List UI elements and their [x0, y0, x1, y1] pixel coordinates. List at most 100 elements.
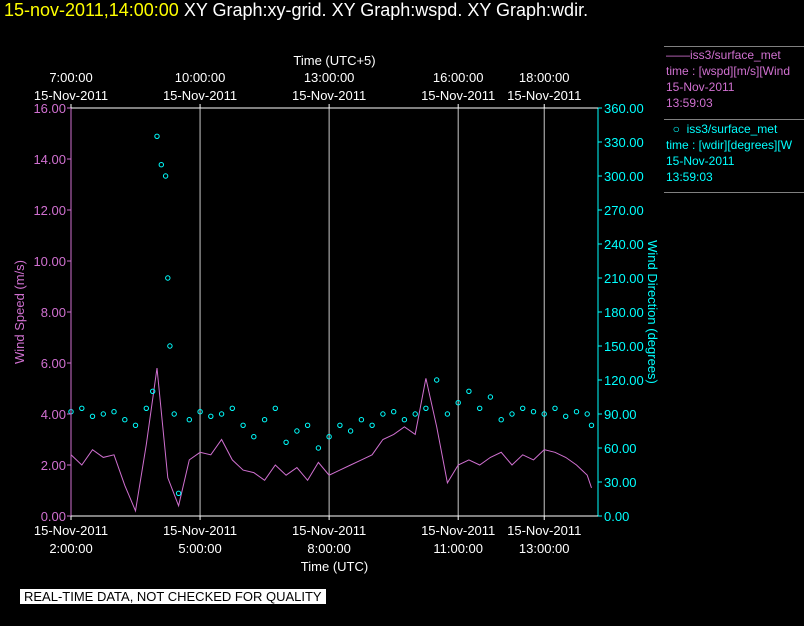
timestamp: 15-nov-2011,14:00:00	[4, 0, 179, 20]
legend-wind-direction[interactable]: ○ iss3/surface_met time : [wdir][degrees…	[666, 121, 804, 185]
wind-direction-point	[111, 409, 117, 415]
wind-direction-point	[100, 411, 107, 417]
wind-direction-point	[143, 405, 150, 411]
wind-speed-series	[70, 368, 592, 513]
grid	[199, 108, 545, 516]
wind-direction-point	[171, 411, 177, 417]
y-right-axis-label: Wind Direction (degrees)	[645, 240, 660, 384]
wind-direction-point	[455, 400, 461, 406]
wind-direction-point	[588, 422, 595, 428]
x-bottom-tick-time: 11:00:00	[433, 541, 483, 556]
x-bottom-tick-time: 13:00:00	[519, 541, 570, 556]
wind-direction-point	[150, 388, 156, 394]
y-right-tick-label: 60.00	[604, 441, 637, 456]
wind-direction-point	[466, 388, 472, 394]
wind-direction-point	[369, 422, 375, 428]
x-bottom-tick-time: 8:00:00	[307, 541, 350, 556]
y-left-axis-label: Wind Speed (m/s)	[12, 260, 27, 364]
wind-direction-point	[401, 417, 408, 423]
y-right-tick-label: 300.00	[604, 169, 644, 184]
legend-wind-direction-variable: time : [wdir][degrees][W	[666, 138, 793, 152]
x-top-tick-time: 16:00:00	[433, 70, 484, 85]
wind-direction-point	[391, 409, 397, 415]
y-left-tick-label: 6.00	[41, 356, 66, 371]
wind-direction-point	[79, 405, 85, 411]
wind-direction-point	[315, 445, 322, 451]
wind-direction-point	[261, 417, 268, 423]
legend-wind-speed-variable: time : [wspd][m/s][Wind	[666, 64, 791, 78]
wind-direction-point	[487, 394, 494, 400]
y-right-tick-label: 0.00	[604, 509, 629, 524]
x-bottom-tick-time: 2:00:00	[49, 541, 92, 556]
legend-wind-direction-title: ○ iss3/surface_met	[666, 122, 778, 136]
wind-direction-point	[158, 162, 165, 168]
legend-wind-speed-title: ——iss3/surface_met	[666, 48, 781, 62]
wind-direction-point	[186, 417, 193, 423]
wind-speed-line	[70, 368, 592, 513]
wind-direction-point	[304, 422, 311, 428]
wind-direction-point	[337, 422, 343, 428]
y-right-tick-label: 210.00	[604, 271, 644, 286]
x-bottom-tick-date: 15-Nov-2011	[507, 523, 581, 538]
wind-direction-point	[358, 417, 365, 423]
y-right-tick-label: 150.00	[604, 339, 644, 354]
y-right-tick-label: 180.00	[604, 305, 644, 320]
wind-direction-point	[132, 422, 139, 428]
x-top-axis-label: Time (UTC+5)	[293, 53, 375, 68]
legend-divider	[664, 192, 804, 193]
y-right-tick-label: 90.00	[604, 407, 637, 422]
wind-direction-point	[167, 343, 173, 349]
x-top-tick-time: 10:00:00	[175, 70, 226, 85]
x-top-tick-date: 15-Nov-2011	[34, 88, 108, 103]
x-top-tick-time: 7:00:00	[49, 70, 92, 85]
wind-direction-series	[68, 133, 595, 496]
wind-direction-point	[541, 411, 547, 417]
wind-direction-point	[444, 411, 451, 417]
y-right-tick-label: 360.00	[604, 101, 644, 116]
y-left-tick-label: 12.00	[33, 203, 66, 218]
x-bottom-tick-date: 15-Nov-2011	[34, 523, 108, 538]
wind-direction-point	[218, 411, 225, 417]
y-left-tick-label: 10.00	[33, 254, 66, 269]
x-bottom-tick-date: 15-Nov-2011	[421, 523, 495, 538]
wind-direction-point	[552, 405, 558, 411]
y-left-tick-label: 0.00	[41, 509, 66, 524]
x-top-tick-time: 13:00:00	[304, 70, 355, 85]
wind-direction-point	[272, 405, 278, 411]
y-right-tick-label: 270.00	[604, 203, 644, 218]
wind-direction-point	[509, 411, 515, 417]
legend-wind-direction-time: 13:59:03	[666, 170, 713, 184]
wind-direction-point	[208, 413, 214, 419]
wind-direction-point	[89, 413, 96, 419]
x-bottom-tick-time: 5:00:00	[178, 541, 221, 556]
graph-name-wspd: XY Graph:wspd.	[331, 0, 463, 20]
y-right-tick-label: 120.00	[604, 373, 644, 388]
wind-direction-point	[434, 377, 440, 383]
wind-direction-point	[165, 275, 171, 281]
legend-divider	[664, 46, 804, 47]
wind-direction-point	[283, 439, 289, 445]
wind-direction-point	[498, 417, 504, 423]
wind-direction-point	[412, 411, 418, 417]
wind-direction-point	[530, 409, 537, 415]
page-title: 15-nov-2011,14:00:00 XY Graph:xy-grid. X…	[4, 0, 588, 21]
x-top-tick-date: 15-Nov-2011	[507, 88, 581, 103]
wind-direction-point	[423, 405, 429, 411]
wind-direction-point	[326, 434, 332, 440]
wind-direction-point	[573, 409, 580, 415]
axes: 0.00 2.00 4.00 6.00 8.00 10.00 12.00 14.00 16.00…	[12, 53, 660, 574]
x-top-tick-time: 18:00:00	[519, 70, 570, 85]
wind-direction-point	[122, 417, 128, 423]
wind-direction-point	[197, 409, 203, 415]
wind-direction-point	[477, 405, 483, 411]
legend-wind-direction-date: 15-Nov-2011	[666, 154, 735, 168]
x-top-tick-date: 15-Nov-2011	[421, 88, 495, 103]
wind-direction-point	[347, 428, 354, 434]
y-right-tick-label: 240.00	[604, 237, 644, 252]
y-right-tick-label: 30.00	[604, 475, 637, 490]
wind-direction-point	[251, 434, 257, 440]
wind-direction-point	[584, 411, 590, 417]
legend-wind-speed[interactable]: ——iss3/surface_met time : [wspd][m/s][Wi…	[666, 47, 804, 111]
wind-direction-point	[229, 405, 236, 411]
y-right-tick-label: 330.00	[604, 135, 644, 150]
